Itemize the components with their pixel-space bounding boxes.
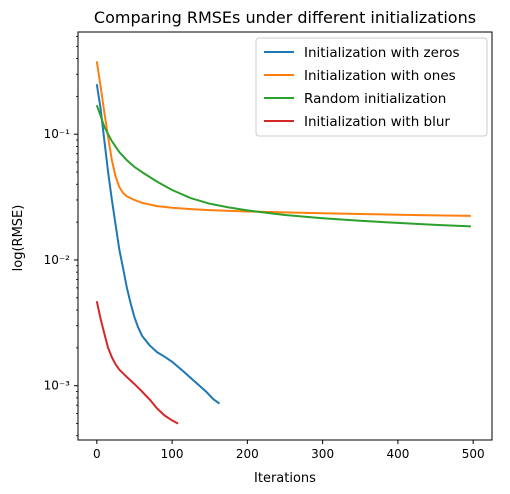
x-tick-label: 300 bbox=[311, 447, 334, 461]
legend: Initialization with zeros Initialization … bbox=[255, 37, 488, 137]
legend-label-4: Initialization with blur bbox=[304, 114, 450, 130]
plot-frame bbox=[77, 31, 493, 441]
x-tick-label: 0 bbox=[93, 447, 101, 461]
legend-label-3: Random initialization bbox=[304, 91, 446, 107]
y-tick-label: 10⁻¹ bbox=[44, 127, 71, 141]
x-axis-label: Iterations bbox=[254, 471, 316, 486]
series-line-2 bbox=[95, 61, 471, 217]
legend-box bbox=[255, 37, 488, 137]
y-tick-label: 10⁻² bbox=[44, 253, 71, 267]
x-tick-label: 200 bbox=[236, 447, 259, 461]
series-line-3 bbox=[95, 104, 471, 228]
legend-label-1: Initialization with zeros bbox=[304, 45, 460, 61]
chart-title: Comparing RMSEs under different initiali… bbox=[94, 8, 476, 27]
legend-label-2: Initialization with ones bbox=[304, 68, 456, 84]
y-axis-label: log(RMSE) bbox=[11, 205, 26, 272]
x-tick-label: 500 bbox=[462, 447, 485, 461]
y-tick-label: 10⁻³ bbox=[44, 379, 71, 393]
series-layer bbox=[95, 61, 471, 425]
x-tick-label: 400 bbox=[386, 447, 409, 461]
x-tick-label: 100 bbox=[161, 447, 184, 461]
axes-layer: 0 100 200 300 400 500 10⁻³ 10⁻² 10⁻¹ bbox=[44, 35, 485, 461]
series-line-1 bbox=[95, 84, 221, 405]
series-line-4 bbox=[95, 300, 179, 425]
